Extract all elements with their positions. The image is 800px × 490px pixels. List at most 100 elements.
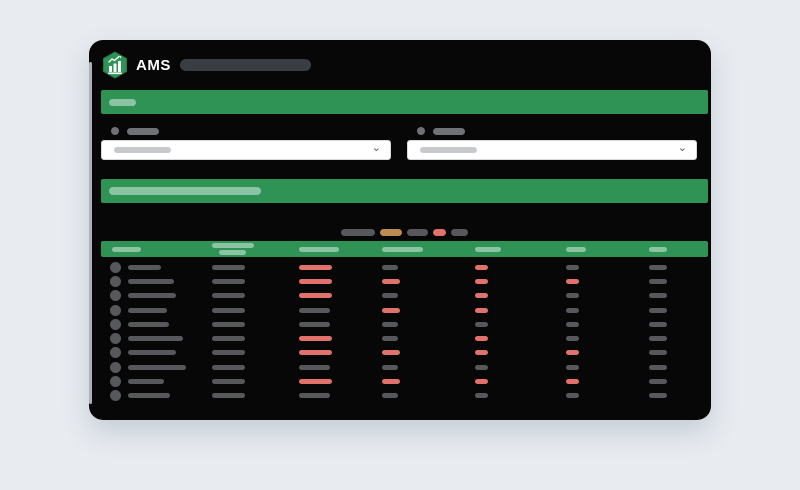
row-cell <box>558 321 641 327</box>
legend-pill-gray <box>451 229 468 236</box>
row-cell <box>558 350 641 356</box>
header-title-placeholder <box>179 59 311 71</box>
row-cell <box>558 364 641 370</box>
row-cell <box>558 264 641 270</box>
table-body <box>101 260 708 403</box>
row-cell <box>204 350 291 356</box>
avatar <box>110 275 121 287</box>
status-bar-red <box>475 350 488 356</box>
name-placeholder <box>128 336 183 342</box>
filter-select-1[interactable]: ⌄ <box>101 140 391 160</box>
row-cell <box>467 336 558 342</box>
table-header-cell <box>467 246 558 252</box>
select-value-placeholder <box>420 147 477 153</box>
table-header <box>101 241 708 257</box>
name-placeholder <box>128 307 167 313</box>
name-placeholder <box>128 379 164 385</box>
row-cell <box>374 321 467 327</box>
avatar <box>110 333 121 345</box>
row-cell <box>204 321 291 327</box>
legend <box>101 229 708 236</box>
row-cell <box>291 379 374 385</box>
row-cell <box>467 393 558 399</box>
row-cell <box>558 393 641 399</box>
avatar <box>110 304 121 316</box>
banner-text-placeholder <box>109 187 261 195</box>
row-cell <box>204 264 291 270</box>
row-cell <box>467 364 558 370</box>
status-bar-red <box>299 264 332 270</box>
avatar <box>110 318 121 330</box>
select-value-placeholder <box>114 147 171 153</box>
filter-label-placeholder <box>127 127 159 135</box>
row-cell <box>467 379 558 385</box>
row-cell <box>204 307 291 313</box>
table-row <box>101 346 708 360</box>
row-cell <box>558 278 641 284</box>
row-cell <box>204 393 291 399</box>
table-header-cell <box>204 243 291 255</box>
status-bar-gray <box>299 393 330 399</box>
row-cell <box>641 379 708 385</box>
status-bar-gray <box>649 264 667 270</box>
status-bar-gray <box>566 393 579 399</box>
row-cell <box>374 307 467 313</box>
row-cell <box>467 350 558 356</box>
row-cell <box>641 293 708 299</box>
table-row <box>101 274 708 288</box>
header-label-placeholder <box>649 246 667 252</box>
ams-logo-icon <box>103 51 127 79</box>
name-placeholder <box>128 293 176 299</box>
header-label-placeholder <box>566 246 586 252</box>
status-bar-gray <box>649 321 667 327</box>
table-row <box>101 360 708 374</box>
status-bar-red <box>566 278 579 284</box>
table-header-cell <box>291 246 374 252</box>
status-bar-gray <box>382 336 398 342</box>
table-row <box>101 331 708 345</box>
row-cell <box>467 278 558 284</box>
row-name-cell <box>101 261 204 273</box>
row-cell <box>558 293 641 299</box>
row-cell <box>641 364 708 370</box>
filter-group-2: ⌄ <box>407 127 697 160</box>
row-cell <box>641 393 708 399</box>
status-bar-red <box>299 336 332 342</box>
header-label-placeholder <box>112 246 141 252</box>
filters-row: ⌄ ⌄ <box>101 127 708 160</box>
header-label-placeholder <box>475 246 501 252</box>
row-cell <box>467 264 558 270</box>
status-bar-gray <box>382 393 398 399</box>
status-bar-gray <box>649 278 667 284</box>
status-bar-gray <box>566 264 579 270</box>
status-bar-gray <box>649 379 667 385</box>
row-cell <box>291 350 374 356</box>
table-row <box>101 260 708 274</box>
row-cell <box>291 307 374 313</box>
filter-select-2[interactable]: ⌄ <box>407 140 697 160</box>
filter-label-2 <box>407 127 697 135</box>
name-placeholder <box>128 350 176 356</box>
name-placeholder <box>128 264 161 270</box>
row-cell <box>204 336 291 342</box>
status-bar-gray <box>299 307 330 313</box>
status-bar-gray <box>212 379 245 385</box>
row-cell <box>291 321 374 327</box>
status-bar-red <box>299 379 332 385</box>
legend-pill-gray <box>407 229 428 236</box>
row-cell <box>558 336 641 342</box>
row-cell <box>374 379 467 385</box>
status-bar-red <box>382 278 400 284</box>
row-cell <box>291 278 374 284</box>
status-bar-gray <box>566 364 579 370</box>
chevron-down-icon: ⌄ <box>677 141 687 154</box>
row-name-cell <box>101 275 204 287</box>
status-bar-gray <box>649 364 667 370</box>
row-name-cell <box>101 376 204 388</box>
row-cell <box>291 293 374 299</box>
table-row <box>101 317 708 331</box>
status-bar-red <box>382 307 400 313</box>
status-bar-gray <box>212 350 245 356</box>
status-bar-red <box>382 350 400 356</box>
row-cell <box>641 321 708 327</box>
